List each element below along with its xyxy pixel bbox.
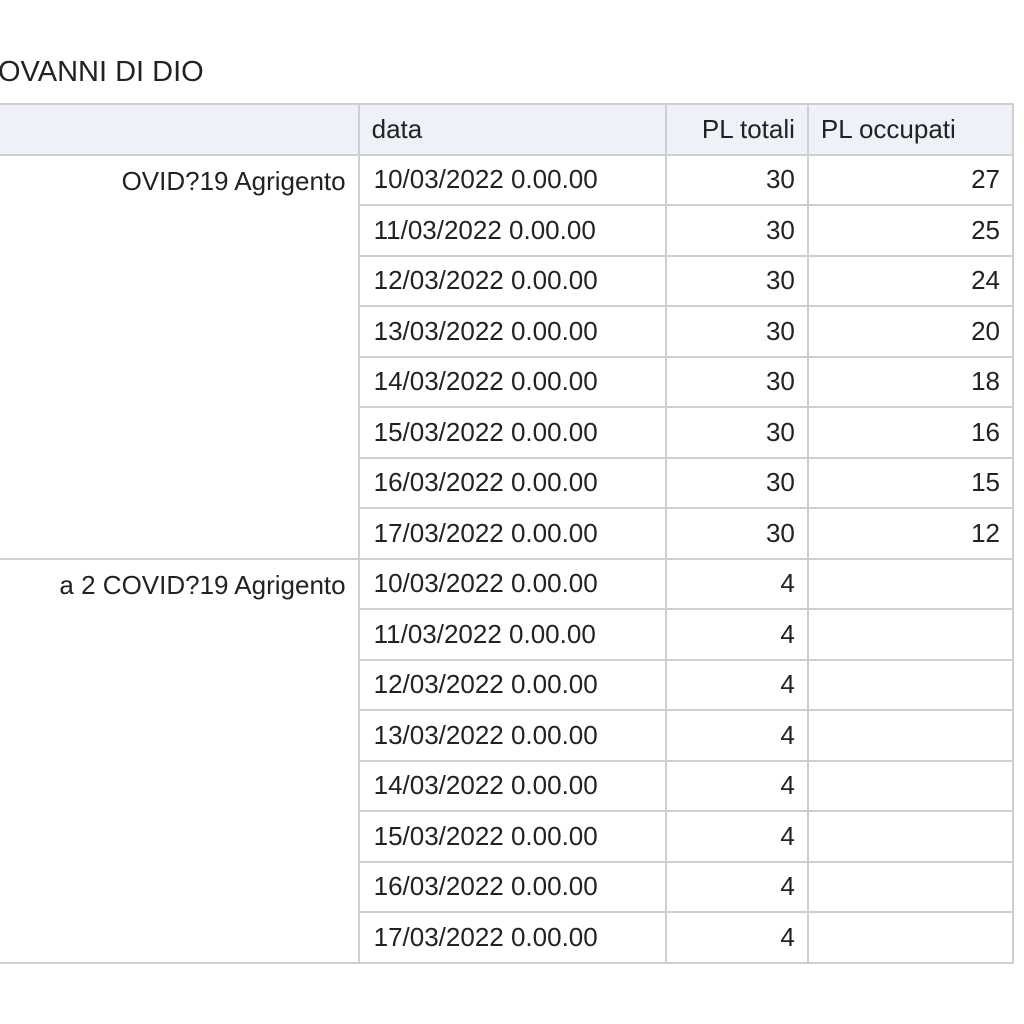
pl-totali-cell: 4 — [664, 658, 809, 711]
pl-totali-cell: 4 — [664, 608, 809, 661]
pl-occupati-cell: 24 — [806, 254, 1015, 307]
pl-occupati-cell — [806, 658, 1015, 711]
date-cell: 17/03/2022 0.00.00 — [357, 911, 667, 964]
table-row: 17/03/2022 0.00.00 4 — [0, 911, 1015, 964]
date-cell: 15/03/2022 0.00.00 — [357, 406, 667, 459]
table-row: 11/03/2022 0.00.00 4 — [0, 608, 1015, 661]
date-cell: 16/03/2022 0.00.00 — [357, 860, 667, 913]
table-row: 14/03/2022 0.00.00 4 — [0, 759, 1015, 812]
table-row: 12/03/2022 0.00.00 30 24 — [0, 254, 1015, 307]
date-cell: 11/03/2022 0.00.00 — [357, 204, 667, 257]
header-row: data PL totali PL occupati — [0, 103, 1015, 156]
pl-occupati-cell — [806, 911, 1015, 964]
pl-totali-cell: 4 — [664, 557, 809, 610]
pl-totali-cell: 30 — [664, 254, 809, 307]
table-row: 14/03/2022 0.00.00 30 18 — [0, 355, 1015, 408]
ward-name-cell: OVID?19 Agrigento — [0, 153, 360, 560]
pl-occupati-cell: 16 — [806, 406, 1015, 459]
pl-totali-cell: 30 — [664, 507, 809, 560]
pl-occupati-cell — [806, 709, 1015, 762]
pl-occupati-cell — [806, 608, 1015, 661]
pl-totali-cell: 30 — [664, 456, 809, 509]
pl-occupati-cell: 15 — [806, 456, 1015, 509]
header-pl-occupati: PL occupati — [806, 103, 1015, 156]
pl-occupati-cell: 20 — [806, 305, 1015, 358]
header-pl-totali: PL totali — [664, 103, 809, 156]
table-row: a 2 COVID?19 Agrigento 10/03/2022 0.00.00… — [0, 557, 1015, 964]
pl-occupati-cell — [806, 759, 1015, 812]
table-row: 11/03/2022 0.00.00 30 25 — [0, 204, 1015, 257]
pl-totali-cell: 30 — [664, 305, 809, 358]
table-row: 16/03/2022 0.00.00 30 15 — [0, 456, 1015, 509]
pl-occupati-cell: 12 — [806, 507, 1015, 560]
date-cell: 16/03/2022 0.00.00 — [357, 456, 667, 509]
date-cell: 13/03/2022 0.00.00 — [357, 709, 667, 762]
table-row: OVID?19 Agrigento 10/03/2022 0.00.00 30 27 — [0, 153, 1015, 560]
table-row: 12/03/2022 0.00.00 4 — [0, 658, 1015, 711]
pl-totali-cell: 30 — [664, 406, 809, 459]
header-data: data — [357, 103, 667, 156]
pl-totali-cell: 4 — [664, 709, 809, 762]
date-cell: 12/03/2022 0.00.00 — [357, 254, 667, 307]
pl-occupati-cell: 18 — [806, 355, 1015, 408]
pl-occupati-cell: 25 — [806, 204, 1015, 257]
table-row: 13/03/2022 0.00.00 30 20 — [0, 305, 1015, 358]
pl-totali-cell: 4 — [664, 860, 809, 913]
date-cell: 12/03/2022 0.00.00 — [357, 658, 667, 711]
pl-totali-cell: 4 — [664, 911, 809, 964]
page-title: OVANNI DI DIO — [0, 56, 204, 88]
date-cell: 14/03/2022 0.00.00 — [357, 355, 667, 408]
ward-name-cell: a 2 COVID?19 Agrigento — [0, 557, 360, 964]
table-row: 13/03/2022 0.00.00 4 — [0, 709, 1015, 762]
table-row: 15/03/2022 0.00.00 30 16 — [0, 406, 1015, 459]
date-cell: 15/03/2022 0.00.00 — [357, 810, 667, 863]
header-name — [0, 103, 360, 156]
date-cell: 10/03/2022 0.00.00 — [357, 557, 667, 610]
pl-totali-cell: 4 — [664, 759, 809, 812]
table-row: 17/03/2022 0.00.00 30 12 — [0, 507, 1015, 560]
pl-totali-cell: 30 — [664, 153, 809, 206]
date-cell: 17/03/2022 0.00.00 — [357, 507, 667, 560]
pl-totali-cell: 4 — [664, 810, 809, 863]
pl-totali-cell: 30 — [664, 204, 809, 257]
pl-occupati-cell: 27 — [806, 153, 1015, 206]
date-cell: 10/03/2022 0.00.00 — [357, 153, 667, 206]
table-row: 16/03/2022 0.00.00 4 — [0, 860, 1015, 913]
pl-totali-cell: 30 — [664, 355, 809, 408]
date-cell: 13/03/2022 0.00.00 — [357, 305, 667, 358]
date-cell: 14/03/2022 0.00.00 — [357, 759, 667, 812]
pl-occupati-cell — [806, 557, 1015, 610]
pl-occupati-cell — [806, 810, 1015, 863]
date-cell: 11/03/2022 0.00.00 — [357, 608, 667, 661]
table-row: 15/03/2022 0.00.00 4 — [0, 810, 1015, 863]
data-table: data PL totali PL occupati OVID?19 Agrig… — [0, 103, 1015, 964]
pl-occupati-cell — [806, 860, 1015, 913]
